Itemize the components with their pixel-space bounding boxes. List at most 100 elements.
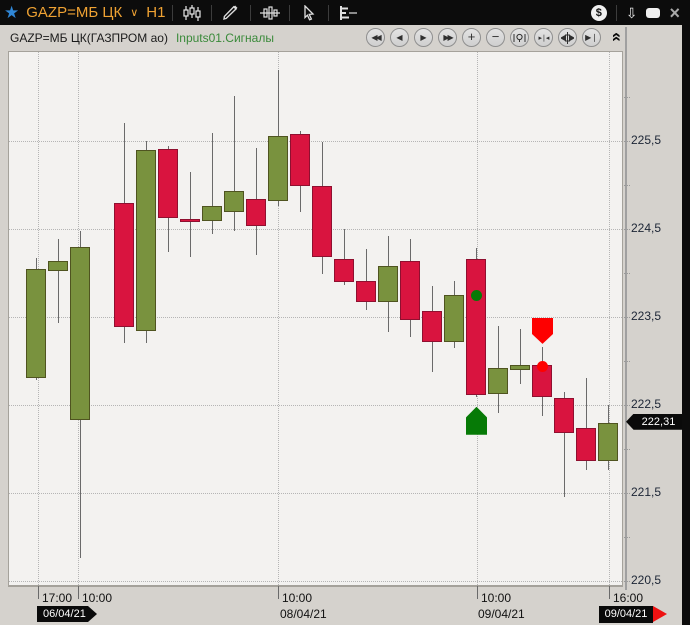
time-tick-label: 17:00: [42, 591, 73, 605]
dollar-icon[interactable]: $: [590, 4, 607, 21]
scroll-left-button[interactable]: ◀: [390, 28, 409, 47]
price-tick: [624, 581, 630, 582]
cursor-icon[interactable]: [297, 4, 321, 22]
candle-body-down: [114, 202, 134, 327]
candle-body-down: [334, 258, 354, 282]
long-entry-dot-marker: [471, 289, 482, 301]
time-tick: [278, 586, 279, 599]
price-tick-label: 221,5: [631, 485, 662, 499]
collapse-panel-button[interactable]: «: [607, 29, 627, 45]
favorite-star-icon[interactable]: ★: [4, 3, 20, 22]
price-tick: [624, 229, 630, 230]
price-tick: [624, 493, 630, 494]
time-tick-label: 10:00: [481, 591, 512, 605]
date-badge-start: 06/04/21: [37, 606, 97, 622]
price-tick: [624, 141, 630, 142]
zoom-out-button[interactable]: −: [486, 28, 505, 47]
h-gridline: [9, 317, 622, 318]
timeframe-label[interactable]: H1: [146, 4, 166, 21]
volume-profile-icon[interactable]: [258, 4, 282, 22]
time-tick: [609, 586, 610, 599]
price-minor-tick: [624, 97, 630, 98]
buy-arrow-marker: [466, 406, 487, 435]
levels-icon[interactable]: [336, 4, 360, 22]
h-gridline: [9, 405, 622, 406]
scroll-right-button[interactable]: ▶: [414, 28, 433, 47]
compress-bars-button[interactable]: [558, 28, 577, 47]
candle-body-down: [290, 133, 310, 186]
go-to-end-button[interactable]: ▶❘: [582, 28, 601, 47]
candle-body-down: [554, 397, 574, 434]
chevron-down-icon[interactable]: ∨: [130, 7, 139, 19]
candle-wick: [366, 249, 367, 310]
window-right-edge: [682, 0, 690, 625]
price-tick: [624, 317, 630, 318]
titlebar-symbol[interactable]: GAZP=МБ ЦК: [26, 4, 123, 21]
restore-window-icon[interactable]: [646, 7, 661, 18]
zoom-in-button[interactable]: +: [462, 28, 481, 47]
candle-body-down: [576, 427, 596, 462]
price-minor-tick: [624, 185, 630, 186]
candle-wick: [344, 229, 345, 286]
h-gridline: [9, 493, 622, 494]
candle-body-down: [400, 260, 420, 320]
time-tick: [477, 586, 478, 599]
date-label: 09/04/21: [478, 607, 525, 621]
zoom-window-button[interactable]: [510, 28, 529, 47]
candle-wick: [58, 238, 59, 324]
time-tick-label: 10:00: [282, 591, 313, 605]
price-minor-tick: [624, 273, 630, 274]
candle-body-up: [378, 265, 398, 303]
candle-body-up: [70, 246, 90, 420]
instrument-info: GAZP=МБ ЦК(ГАЗПРОМ ао) Inputs01.Сигналы: [10, 31, 274, 45]
plot-area[interactable]: [8, 51, 623, 587]
price-tick-label: 223,5: [631, 309, 662, 323]
sell-arrow-marker: [532, 317, 553, 344]
candle-body-up: [136, 149, 156, 332]
candle-wick: [564, 391, 565, 498]
close-icon[interactable]: ×: [669, 2, 680, 23]
date-badge-end-arrow-icon: [653, 606, 667, 622]
candle-body-up: [268, 135, 288, 201]
price-minor-tick: [624, 361, 630, 362]
candle-body-up: [26, 268, 46, 378]
candle-body-down: [356, 280, 376, 303]
candle-wick: [586, 377, 587, 471]
candles-chart-icon[interactable]: [180, 4, 204, 22]
price-tick-label: 224,5: [631, 221, 662, 235]
candle-body-down: [158, 148, 178, 219]
compress-horizontal-button[interactable]: ▸❘◂: [534, 28, 553, 47]
divider: [328, 4, 330, 21]
candle-body-up: [48, 260, 68, 272]
divider: [211, 4, 213, 21]
candle-wick: [190, 171, 191, 258]
time-tick: [38, 586, 39, 599]
scroll-right-fast-button[interactable]: ▶▶: [438, 28, 457, 47]
scroll-left-fast-button[interactable]: ◀◀: [366, 28, 385, 47]
price-minor-tick: [624, 449, 630, 450]
current-price-tag: 222,31: [626, 413, 684, 430]
candle-body-down: [180, 219, 200, 223]
script-name: Inputs01.Сигналы: [175, 31, 274, 45]
candle-body-down: [422, 310, 442, 342]
h-gridline: [9, 581, 622, 582]
price-minor-tick: [624, 537, 630, 538]
divider: [172, 4, 174, 21]
price-tick-label: 225,5: [631, 133, 662, 147]
price-tick-label: 222,5: [631, 397, 662, 411]
pencil-icon[interactable]: [219, 4, 243, 22]
candle-body-up: [202, 206, 222, 222]
instrument-name: GAZP=МБ ЦК(ГАЗПРОМ ао): [10, 31, 168, 45]
h-gridline: [9, 141, 622, 142]
time-tick-label: 10:00: [82, 591, 113, 605]
date-badge-end: 09/04/21: [599, 606, 653, 623]
titlebar: ★ GAZP=МБ ЦК ∨ H1: [0, 0, 690, 25]
download-arrow-icon[interactable]: ⇩: [625, 4, 638, 21]
divider: [250, 4, 252, 21]
candle-body-up: [598, 422, 618, 462]
candle-body-up: [444, 295, 464, 342]
v-gridline: [278, 52, 279, 585]
divider: [615, 4, 617, 21]
short-entry-dot-marker: [537, 360, 548, 372]
candle-body-down: [466, 258, 486, 396]
